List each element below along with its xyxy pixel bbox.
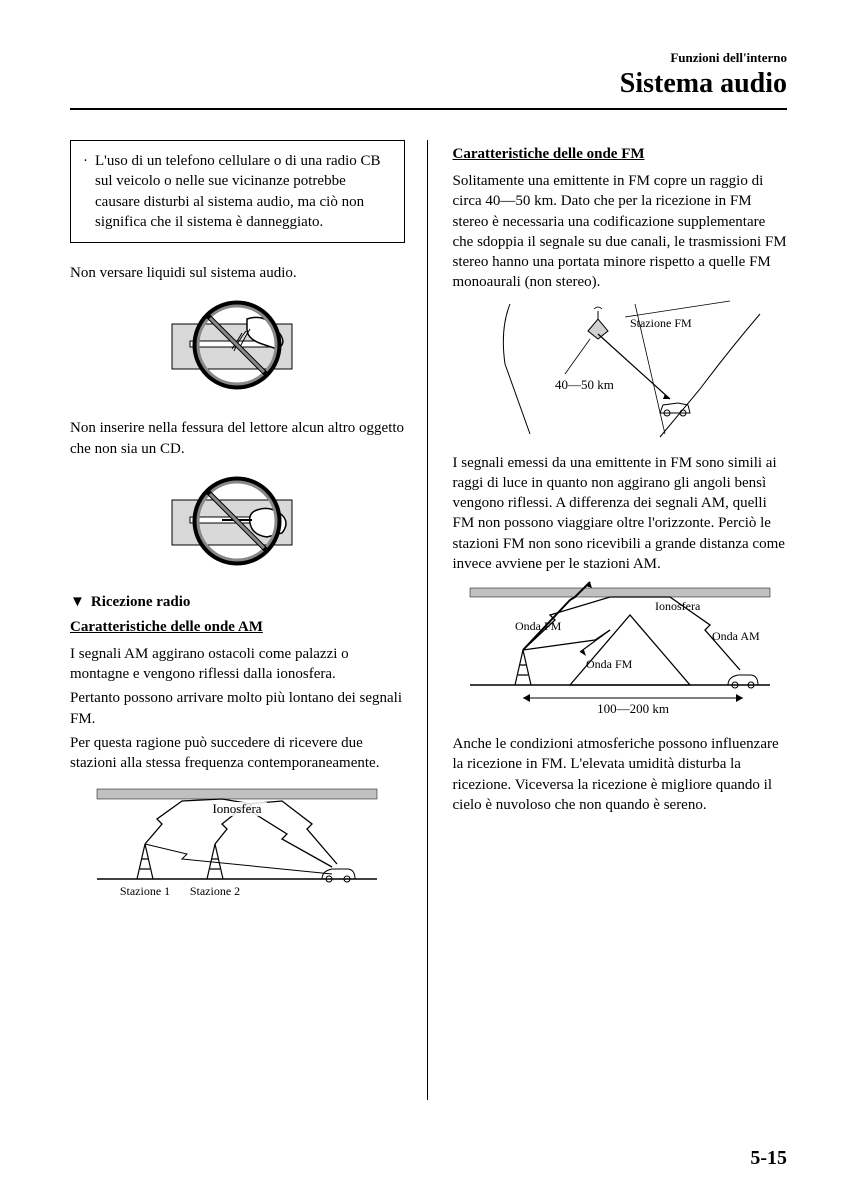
label-ionosfera-am-2: Ionosfera bbox=[213, 801, 262, 816]
illustration-no-object bbox=[70, 465, 405, 580]
content-columns: · L'uso di un telefono cellulare o di un… bbox=[70, 140, 787, 1100]
right-column: Caratteristiche delle onde FM Solitament… bbox=[453, 140, 788, 1100]
header-category: Funzioni dell'interno bbox=[70, 50, 787, 66]
am-para-2: Pertanto possono arrivare molto più lont… bbox=[70, 688, 405, 729]
label-ionosfera-fm: Ionosfera bbox=[655, 599, 701, 613]
label-fm-station: Stazione FM bbox=[630, 316, 692, 330]
warning-liquids: Non versare liquidi sul sistema audio. bbox=[70, 263, 405, 283]
am-para-1: I segnali AM aggirano ostacoli come pala… bbox=[70, 644, 405, 685]
label-stazione-1: Stazione 1 bbox=[120, 884, 170, 898]
note-box: · L'uso di un telefono cellulare o di un… bbox=[70, 140, 405, 243]
header-rule bbox=[70, 108, 787, 110]
label-onda-fm-1: Onda FM bbox=[515, 619, 562, 633]
illustration-no-liquid bbox=[70, 289, 405, 404]
diagram-fm-ionosphere: Ionosfera Onda FM Onda FM Onda AM 100―20… bbox=[453, 580, 788, 720]
label-fm-range: 40―50 km bbox=[555, 377, 614, 392]
label-onda-am: Onda AM bbox=[712, 629, 760, 643]
header-title: Sistema audio bbox=[70, 68, 787, 100]
warning-cd-slot: Non inserire nella fessura del lettore a… bbox=[70, 418, 405, 459]
section-heading-radio: ▼ Ricezione radio bbox=[70, 594, 405, 611]
label-stazione-2: Stazione 2 bbox=[190, 884, 240, 898]
label-onda-fm-2: Onda FM bbox=[586, 657, 633, 671]
fm-para-3: Anche le condizioni atmosferiche possono… bbox=[453, 734, 788, 815]
am-para-3: Per questa ragione può succedere di rice… bbox=[70, 733, 405, 774]
bullet-icon: · bbox=[83, 151, 95, 232]
subheading-fm: Caratteristiche delle onde FM bbox=[453, 146, 788, 163]
label-fm-ion-range: 100―200 km bbox=[597, 701, 669, 716]
note-text: L'uso di un telefono cellulare o di una … bbox=[95, 151, 392, 232]
triangle-icon: ▼ bbox=[70, 594, 85, 611]
diagram-fm-range: Stazione FM 40―50 km bbox=[453, 299, 788, 439]
fm-para-2: I segnali emessi da una emittente in FM … bbox=[453, 453, 788, 575]
section-title-text: Ricezione radio bbox=[91, 594, 191, 610]
diagram-am-ionosphere: Ionosfera Ionosfera Stazione 1 Stazione … bbox=[70, 779, 405, 909]
left-column: · L'uso di un telefono cellulare o di un… bbox=[70, 140, 428, 1100]
fm-para-1: Solitamente una emittente in FM copre un… bbox=[453, 171, 788, 293]
subheading-am: Caratteristiche delle onde AM bbox=[70, 619, 405, 636]
page-number: 5-15 bbox=[750, 1147, 787, 1170]
page-header: Funzioni dell'interno Sistema audio bbox=[70, 50, 787, 100]
